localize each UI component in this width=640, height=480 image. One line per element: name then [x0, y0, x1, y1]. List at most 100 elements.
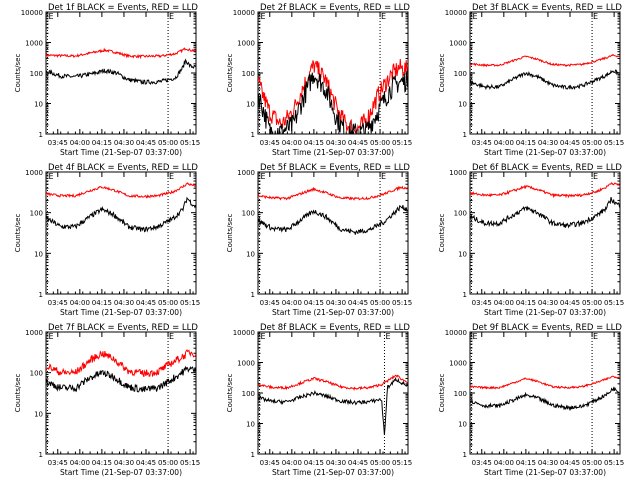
x-tick-label: 03:45: [260, 299, 280, 307]
series-line-lld: [46, 349, 196, 378]
x-tick-label: 04:00: [70, 139, 90, 147]
series-line-events: [46, 196, 196, 233]
y-tick-label: 100: [242, 390, 255, 398]
series-line-events: [46, 365, 196, 393]
x-axis-label: Start Time (21-Sep-07 03:37:00): [60, 468, 182, 477]
y-tick-label: 1000: [237, 169, 255, 177]
event-marker-label: E: [260, 172, 265, 181]
event-marker-label: E: [381, 12, 386, 21]
x-tick-label: 05:15: [604, 459, 624, 467]
x-axis-label: Start Time (21-Sep-07 03:37:00): [484, 468, 606, 477]
x-tick-label: 03:45: [48, 299, 68, 307]
y-axis-label: Counts/sec: [226, 374, 234, 413]
x-tick-label: 03:45: [260, 459, 280, 467]
x-tick-label: 04:15: [516, 299, 536, 307]
x-tick-label: 04:00: [282, 139, 302, 147]
series-group: [470, 375, 620, 411]
x-tick-label: 05:00: [582, 459, 602, 467]
x-tick-label: 04:45: [136, 299, 156, 307]
x-tick-label: 05:15: [180, 299, 200, 307]
detector-panel-4: Det 4f BLACK = Events, RED = LLD 1 10 100 10…: [14, 163, 200, 317]
y-tick-label: 1000: [237, 360, 255, 368]
x-tick-label: 05:00: [158, 139, 178, 147]
x-tick-label: 04:30: [326, 459, 346, 467]
x-tick-label: 05:15: [604, 139, 624, 147]
plot-frame: [469, 171, 621, 295]
x-tick-label: 05:15: [392, 459, 412, 467]
x-tick-label: 04:45: [560, 459, 580, 467]
y-tick-label: 100: [30, 370, 43, 378]
y-tick-label: 1000: [25, 169, 43, 177]
x-tick-label: 04:45: [560, 139, 580, 147]
series-group: [470, 53, 620, 91]
x-tick-label: 03:45: [260, 139, 280, 147]
y-tick-label: 10: [458, 250, 467, 258]
series-line-lld: [470, 53, 620, 68]
y-tick-label: 100: [454, 210, 467, 218]
event-marker-label: E: [48, 332, 53, 341]
series-line-lld: [470, 375, 620, 390]
x-tick-label: 04:15: [516, 139, 536, 147]
y-tick-label: 100: [30, 210, 43, 218]
x-tick-label: 03:45: [472, 459, 492, 467]
y-tick-label: 10: [458, 101, 467, 109]
x-axis-label: Start Time (21-Sep-07 03:37:00): [272, 308, 394, 317]
event-marker-label: E: [472, 172, 477, 181]
event-marker-label: E: [593, 172, 598, 181]
y-tick-label: 1: [39, 291, 43, 299]
event-marker-label: E: [260, 12, 265, 21]
x-tick-label: 04:30: [114, 459, 134, 467]
panel-title: Det 1f BLACK = Events, RED = LLD: [48, 3, 198, 13]
series-line-lld: [46, 182, 196, 199]
y-axis-label: Counts/sec: [438, 54, 446, 93]
event-marker-label: E: [472, 332, 477, 341]
panel-title: Det 7f BLACK = Events, RED = LLD: [48, 323, 198, 333]
x-axis-label: Start Time (21-Sep-07 03:37:00): [60, 148, 182, 157]
series-line-events: [258, 205, 408, 235]
plot-frame: [45, 171, 197, 295]
panel-title: Det 6f BLACK = Events, RED = LLD: [472, 163, 622, 173]
y-tick-label: 1: [251, 291, 255, 299]
x-tick-label: 05:00: [582, 139, 602, 147]
x-tick-label: 04:45: [136, 139, 156, 147]
x-tick-label: 04:45: [348, 299, 368, 307]
x-tick-label: 05:15: [392, 139, 412, 147]
plot-frame: [469, 11, 621, 135]
panel-title: Det 2f BLACK = Events, RED = LLD: [260, 3, 410, 13]
x-tick-label: 05:00: [370, 459, 390, 467]
series-group: [258, 185, 408, 235]
x-tick-label: 04:45: [348, 139, 368, 147]
series-line-lld: [258, 58, 408, 134]
y-tick-label: 10000: [233, 329, 255, 337]
y-tick-label: 1: [39, 131, 43, 139]
y-tick-label: 10: [246, 101, 255, 109]
series-line-events: [470, 196, 620, 229]
x-tick-label: 04:30: [538, 459, 558, 467]
y-tick-label: 1: [39, 451, 43, 459]
panel-title: Det 5f BLACK = Events, RED = LLD: [260, 163, 410, 173]
series-line-lld: [258, 185, 408, 201]
series-line-events: [258, 70, 408, 134]
x-tick-label: 04:00: [282, 299, 302, 307]
y-tick-label: 100: [454, 390, 467, 398]
series-line-events: [258, 376, 408, 435]
plot-frame: [469, 331, 621, 455]
plot-frame: [45, 331, 197, 455]
x-axis-label: Start Time (21-Sep-07 03:37:00): [272, 468, 394, 477]
y-tick-label: 1000: [25, 40, 43, 48]
y-axis-label: Counts/sec: [226, 214, 234, 253]
x-tick-label: 04:00: [282, 459, 302, 467]
x-tick-label: 04:00: [70, 459, 90, 467]
series-line-events: [470, 69, 620, 91]
series-group: [46, 47, 196, 86]
event-marker-label: E: [48, 12, 53, 21]
plot-frame: [45, 11, 197, 135]
series-line-lld: [46, 47, 196, 60]
series-line-lld: [258, 374, 408, 392]
event-marker-label: E: [472, 12, 477, 21]
x-tick-label: 05:00: [582, 299, 602, 307]
y-tick-label: 100: [454, 70, 467, 78]
series-group: [258, 374, 408, 435]
x-tick-label: 04:00: [494, 459, 514, 467]
event-marker-label: E: [381, 172, 386, 181]
